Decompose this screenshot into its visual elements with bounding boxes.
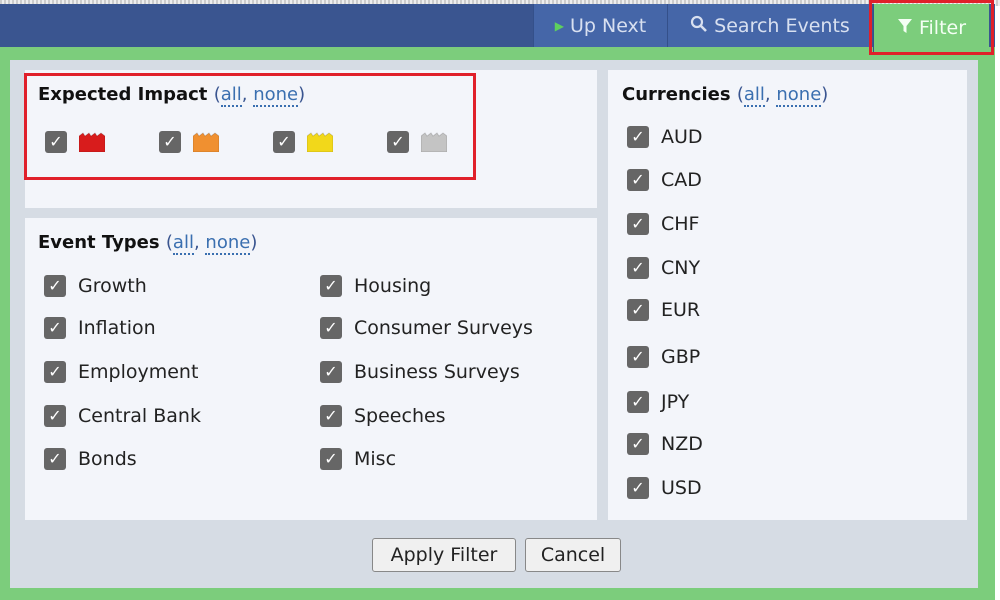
factory-icon	[78, 132, 106, 153]
event-type-item[interactable]: ✓ Central Bank	[44, 405, 201, 427]
checkbox-checked-icon[interactable]: ✓	[627, 433, 649, 455]
checkbox-checked-icon[interactable]: ✓	[45, 131, 67, 153]
impact-low[interactable]: ✓	[273, 131, 334, 153]
checkbox-checked-icon[interactable]: ✓	[44, 317, 66, 339]
currency-item[interactable]: ✓ NZD	[627, 433, 703, 455]
event-type-item[interactable]: ✓ Employment	[44, 361, 198, 383]
checkbox-checked-icon[interactable]: ✓	[627, 126, 649, 148]
event-types-title: Event Types (all, none)	[38, 232, 258, 255]
checkbox-checked-icon[interactable]: ✓	[627, 213, 649, 235]
impact-title: Expected Impact (all, none)	[38, 84, 306, 107]
checkbox-checked-icon[interactable]: ✓	[44, 361, 66, 383]
currencies-panel	[608, 70, 967, 520]
event-type-item[interactable]: ✓ Misc	[320, 448, 396, 470]
currencies-all-link[interactable]: all	[743, 84, 765, 107]
checkbox-checked-icon[interactable]: ✓	[320, 405, 342, 427]
checkbox-checked-icon[interactable]: ✓	[159, 131, 181, 153]
play-icon: ▶	[554, 19, 564, 33]
checkbox-checked-icon[interactable]: ✓	[320, 361, 342, 383]
checkbox-checked-icon[interactable]: ✓	[627, 391, 649, 413]
cancel-button[interactable]: Cancel	[525, 538, 621, 572]
factory-icon	[420, 132, 448, 153]
checkbox-checked-icon[interactable]: ✓	[320, 317, 342, 339]
checkbox-checked-icon[interactable]: ✓	[320, 448, 342, 470]
event-type-item[interactable]: ✓ Speeches	[320, 405, 446, 427]
currency-item[interactable]: ✓ CNY	[627, 257, 700, 279]
currency-item[interactable]: ✓ EUR	[627, 299, 700, 321]
tab-label: Search Events	[714, 15, 850, 37]
tab-search-events[interactable]: Search Events	[667, 4, 872, 48]
checkbox-checked-icon[interactable]: ✓	[627, 477, 649, 499]
apply-filter-button[interactable]: Apply Filter	[372, 538, 516, 572]
checkbox-checked-icon[interactable]: ✓	[44, 405, 66, 427]
event-type-item[interactable]: ✓ Consumer Surveys	[320, 317, 533, 339]
checkbox-checked-icon[interactable]: ✓	[627, 257, 649, 279]
impact-high[interactable]: ✓	[45, 131, 106, 153]
checkbox-checked-icon[interactable]: ✓	[387, 131, 409, 153]
checkbox-checked-icon[interactable]: ✓	[44, 275, 66, 297]
currency-item[interactable]: ✓ AUD	[627, 126, 703, 148]
event-type-item[interactable]: ✓ Bonds	[44, 448, 137, 470]
tab-label: Filter	[918, 17, 967, 39]
tab-label: Up Next	[569, 15, 647, 37]
event-type-item[interactable]: ✓ Business Surveys	[320, 361, 520, 383]
currencies-title: Currencies (all, none)	[622, 84, 829, 107]
tab-filter[interactable]: Filter	[873, 4, 989, 52]
tab-up-next[interactable]: ▶ Up Next	[533, 4, 667, 48]
checkbox-checked-icon[interactable]: ✓	[627, 169, 649, 191]
impact-all-link[interactable]: all	[220, 84, 242, 107]
currency-item[interactable]: ✓ USD	[627, 477, 702, 499]
funnel-icon	[897, 17, 913, 39]
checkbox-checked-icon[interactable]: ✓	[627, 299, 649, 321]
event-type-item[interactable]: ✓ Inflation	[44, 317, 156, 339]
currency-item[interactable]: ✓ CHF	[627, 213, 699, 235]
currency-item[interactable]: ✓ CAD	[627, 169, 702, 191]
impact-none-link[interactable]: none	[253, 84, 299, 107]
checkbox-checked-icon[interactable]: ✓	[44, 448, 66, 470]
checkbox-checked-icon[interactable]: ✓	[320, 275, 342, 297]
currencies-none-link[interactable]: none	[776, 84, 822, 107]
impact-medium[interactable]: ✓	[159, 131, 220, 153]
event-types-panel	[25, 218, 597, 520]
search-icon	[690, 15, 708, 38]
event-type-item[interactable]: ✓ Housing	[320, 275, 431, 297]
currency-item[interactable]: ✓ JPY	[627, 391, 689, 413]
impact-non-economic[interactable]: ✓	[387, 131, 448, 153]
checkbox-checked-icon[interactable]: ✓	[627, 346, 649, 368]
checkbox-checked-icon[interactable]: ✓	[273, 131, 295, 153]
event-types-all-link[interactable]: all	[172, 232, 194, 255]
factory-icon	[306, 132, 334, 153]
top-stripes	[0, 0, 1000, 6]
currency-item[interactable]: ✓ GBP	[627, 346, 700, 368]
event-types-none-link[interactable]: none	[205, 232, 251, 255]
event-type-item[interactable]: ✓ Growth	[44, 275, 147, 297]
factory-icon	[192, 132, 220, 153]
